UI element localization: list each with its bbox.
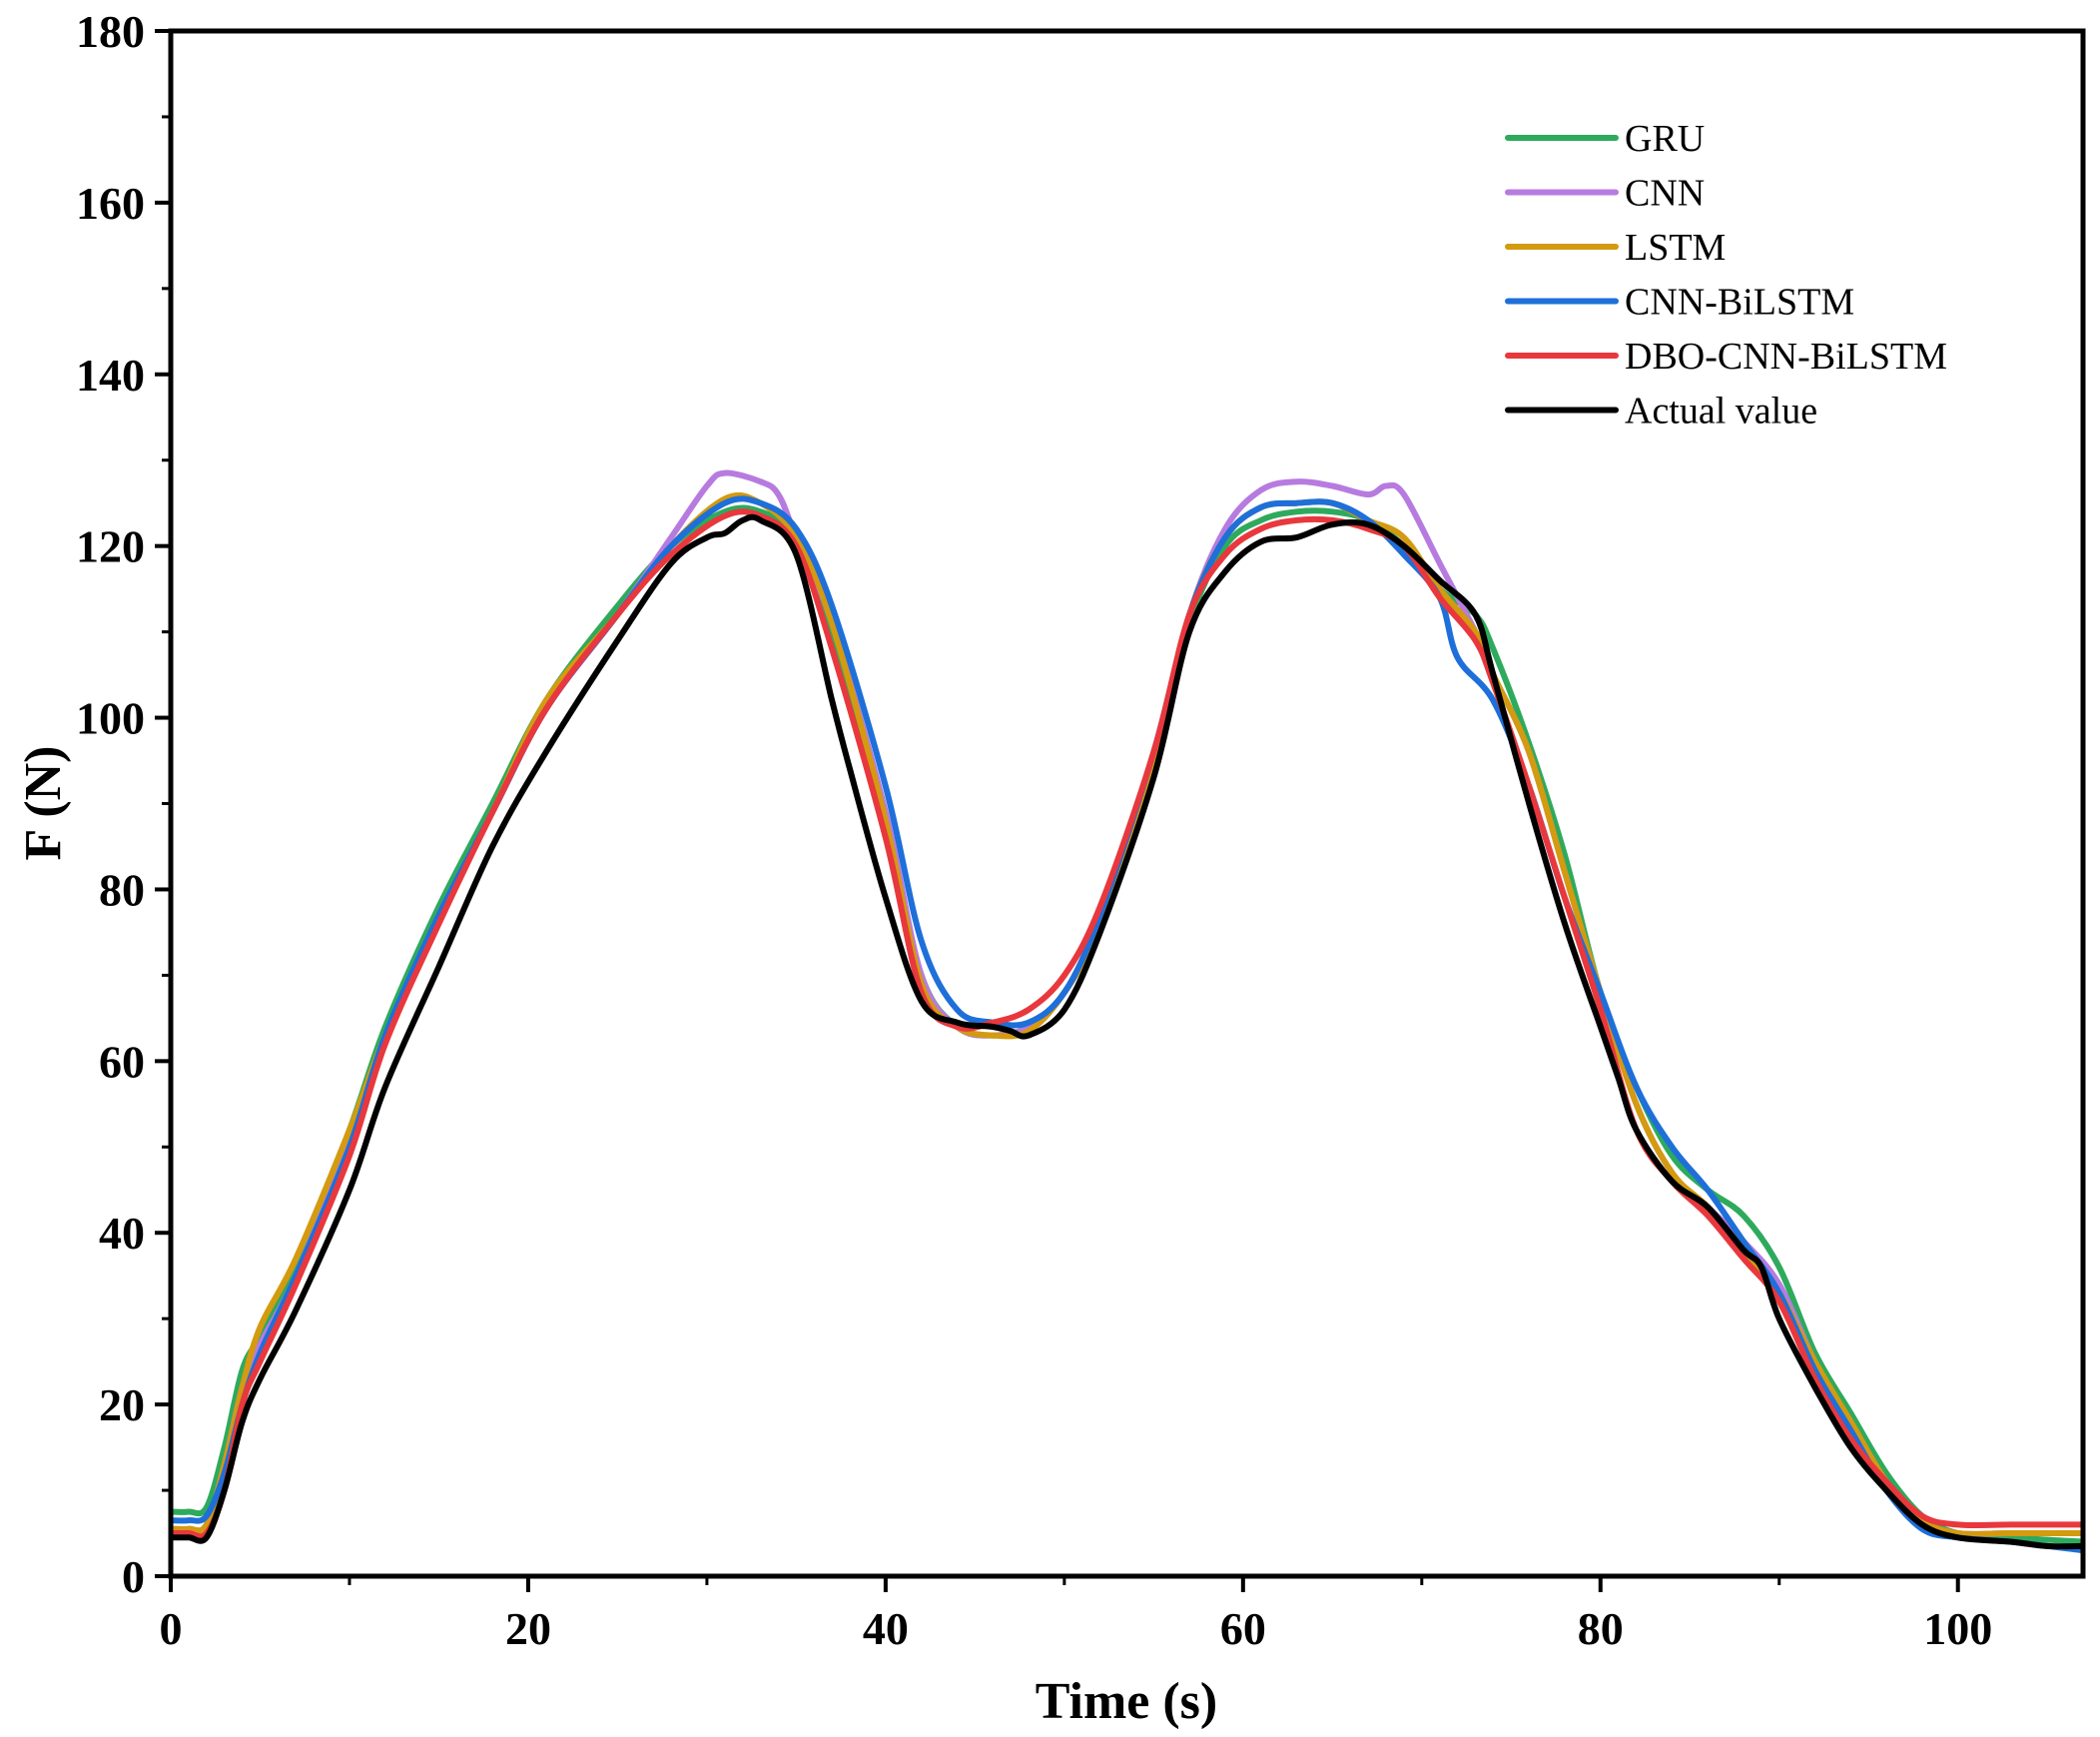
tick-label-layer: 0 20 40 60 80 100 0 20 40 60 80 100 120 140 160 180 xyxy=(76,6,1992,1654)
x-tick-label: 80 xyxy=(1578,1603,1624,1654)
legend-label-lstm: LSTM xyxy=(1625,227,1726,269)
x-tick-label: 0 xyxy=(160,1603,183,1654)
y-tick-label: 120 xyxy=(76,521,145,572)
series-line-dbo-cnn-bilstm xyxy=(171,508,2083,1540)
y-tick-label: 180 xyxy=(76,6,145,57)
y-tick-label: 80 xyxy=(99,864,145,915)
y-tick-label: 0 xyxy=(122,1551,145,1602)
y-tick-label: 160 xyxy=(76,178,145,229)
y-tick-label: 100 xyxy=(76,693,145,744)
legend-label-dbo-cnn-bilstm: DBO-CNN-BiLSTM xyxy=(1625,336,1947,378)
y-tick-label: 40 xyxy=(99,1208,145,1259)
y-tick-label: 60 xyxy=(99,1036,145,1087)
x-tick-label: 60 xyxy=(1220,1603,1266,1654)
legend-label-actual-value: Actual value xyxy=(1625,391,1817,433)
x-tick-label: 40 xyxy=(863,1603,909,1654)
y-tick-label: 140 xyxy=(76,350,145,401)
plot-frame xyxy=(168,28,2086,1579)
x-tick-label: 20 xyxy=(505,1603,551,1654)
x-tick-label: 100 xyxy=(1923,1603,1992,1654)
y-tick-label: 20 xyxy=(99,1379,145,1430)
legend-label-cnn-bilstm: CNN-BiLSTM xyxy=(1625,282,1854,324)
legend-label-cnn: CNN xyxy=(1625,173,1705,215)
y-axis-title: F (N) xyxy=(15,745,72,860)
legend: GRU CNN LSTM CNN-BiLSTM DBO-CNN-BiLSTM Actual… xyxy=(1505,118,1947,433)
series-line-actual-value xyxy=(171,513,2083,1550)
legend-label-gru: GRU xyxy=(1625,118,1705,160)
x-axis-title: Time (s) xyxy=(1036,1673,1217,1730)
series-layer xyxy=(171,469,2083,1554)
